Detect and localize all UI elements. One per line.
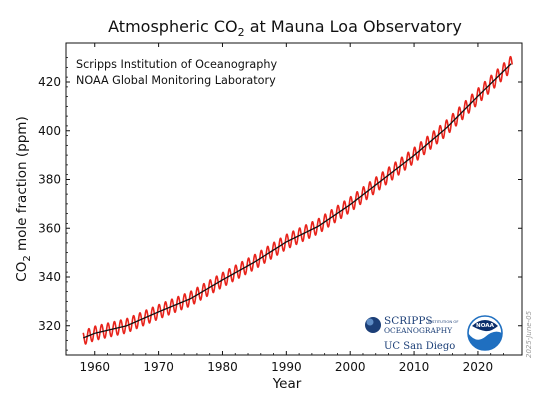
y-tick-label: 340 [38,270,61,284]
y-axis-label-pre: CO [14,262,30,282]
x-axis-label: Year [272,376,302,392]
x-tick-label: 1960 [79,360,110,374]
ucsd-logo: UC San Diego [384,341,455,352]
chart-title-subscript: 2 [238,26,245,39]
y-tick-label: 360 [38,221,61,235]
y-tick-label: 320 [38,319,61,333]
y-axis-label-post: mole fraction (ppm) [14,116,30,255]
noaa-logo-bird [472,320,498,332]
x-tick-label: 1990 [271,360,302,374]
chart-title-main: Atmospheric CO [108,17,237,36]
scripps-ucsd-logo: SCRIPPS INSTITUTION OF OCEANOGRAPHY UC S… [365,315,459,352]
noaa-logo-text: NOAA [476,323,495,329]
chart-title-suffix: at Mauna Loa Observatory [245,17,462,36]
series-monthly-line [82,55,514,345]
annotation-scripps: Scripps Institution of Oceanography [76,58,277,71]
x-tick-label: 2020 [463,360,494,374]
x-axis-ticks: 1960 1970 1980 1990 2000 2010 2020 [79,43,504,374]
y-axis-label-subscript: 2 [22,255,33,261]
series-layer [82,55,514,345]
plot-frame [65,42,523,356]
y-tick-label: 400 [38,124,61,138]
y-tick-label: 420 [38,75,61,89]
y-axis-label: CO2 mole fraction (ppm) [14,116,33,281]
scripps-logo-small: INSTITUTION OF [428,319,459,324]
date-stamp: 2025-June-05 [525,310,533,358]
chart-title: Atmospheric CO2 at Mauna Loa Observatory [108,17,462,39]
scripps-logo-second: OCEANOGRAPHY [384,326,452,335]
annotation-noaa: NOAA Global Monitoring Laboratory [76,74,276,87]
series-trend-line [82,63,512,339]
y-tick-label: 380 [38,173,61,187]
x-tick-label: 1970 [143,360,174,374]
scripps-globe-highlight [366,318,374,326]
x-tick-label: 1980 [207,360,238,374]
x-tick-label: 2010 [399,360,430,374]
x-tick-label: 2000 [335,360,366,374]
y-axis-ticks: 320 340 360 380 400 420 [38,57,522,351]
scripps-globe-icon [365,317,381,333]
scripps-logo-main: SCRIPPS [384,315,433,327]
noaa-logo: NOAA [467,315,503,351]
noaa-logo-wave [468,331,502,350]
